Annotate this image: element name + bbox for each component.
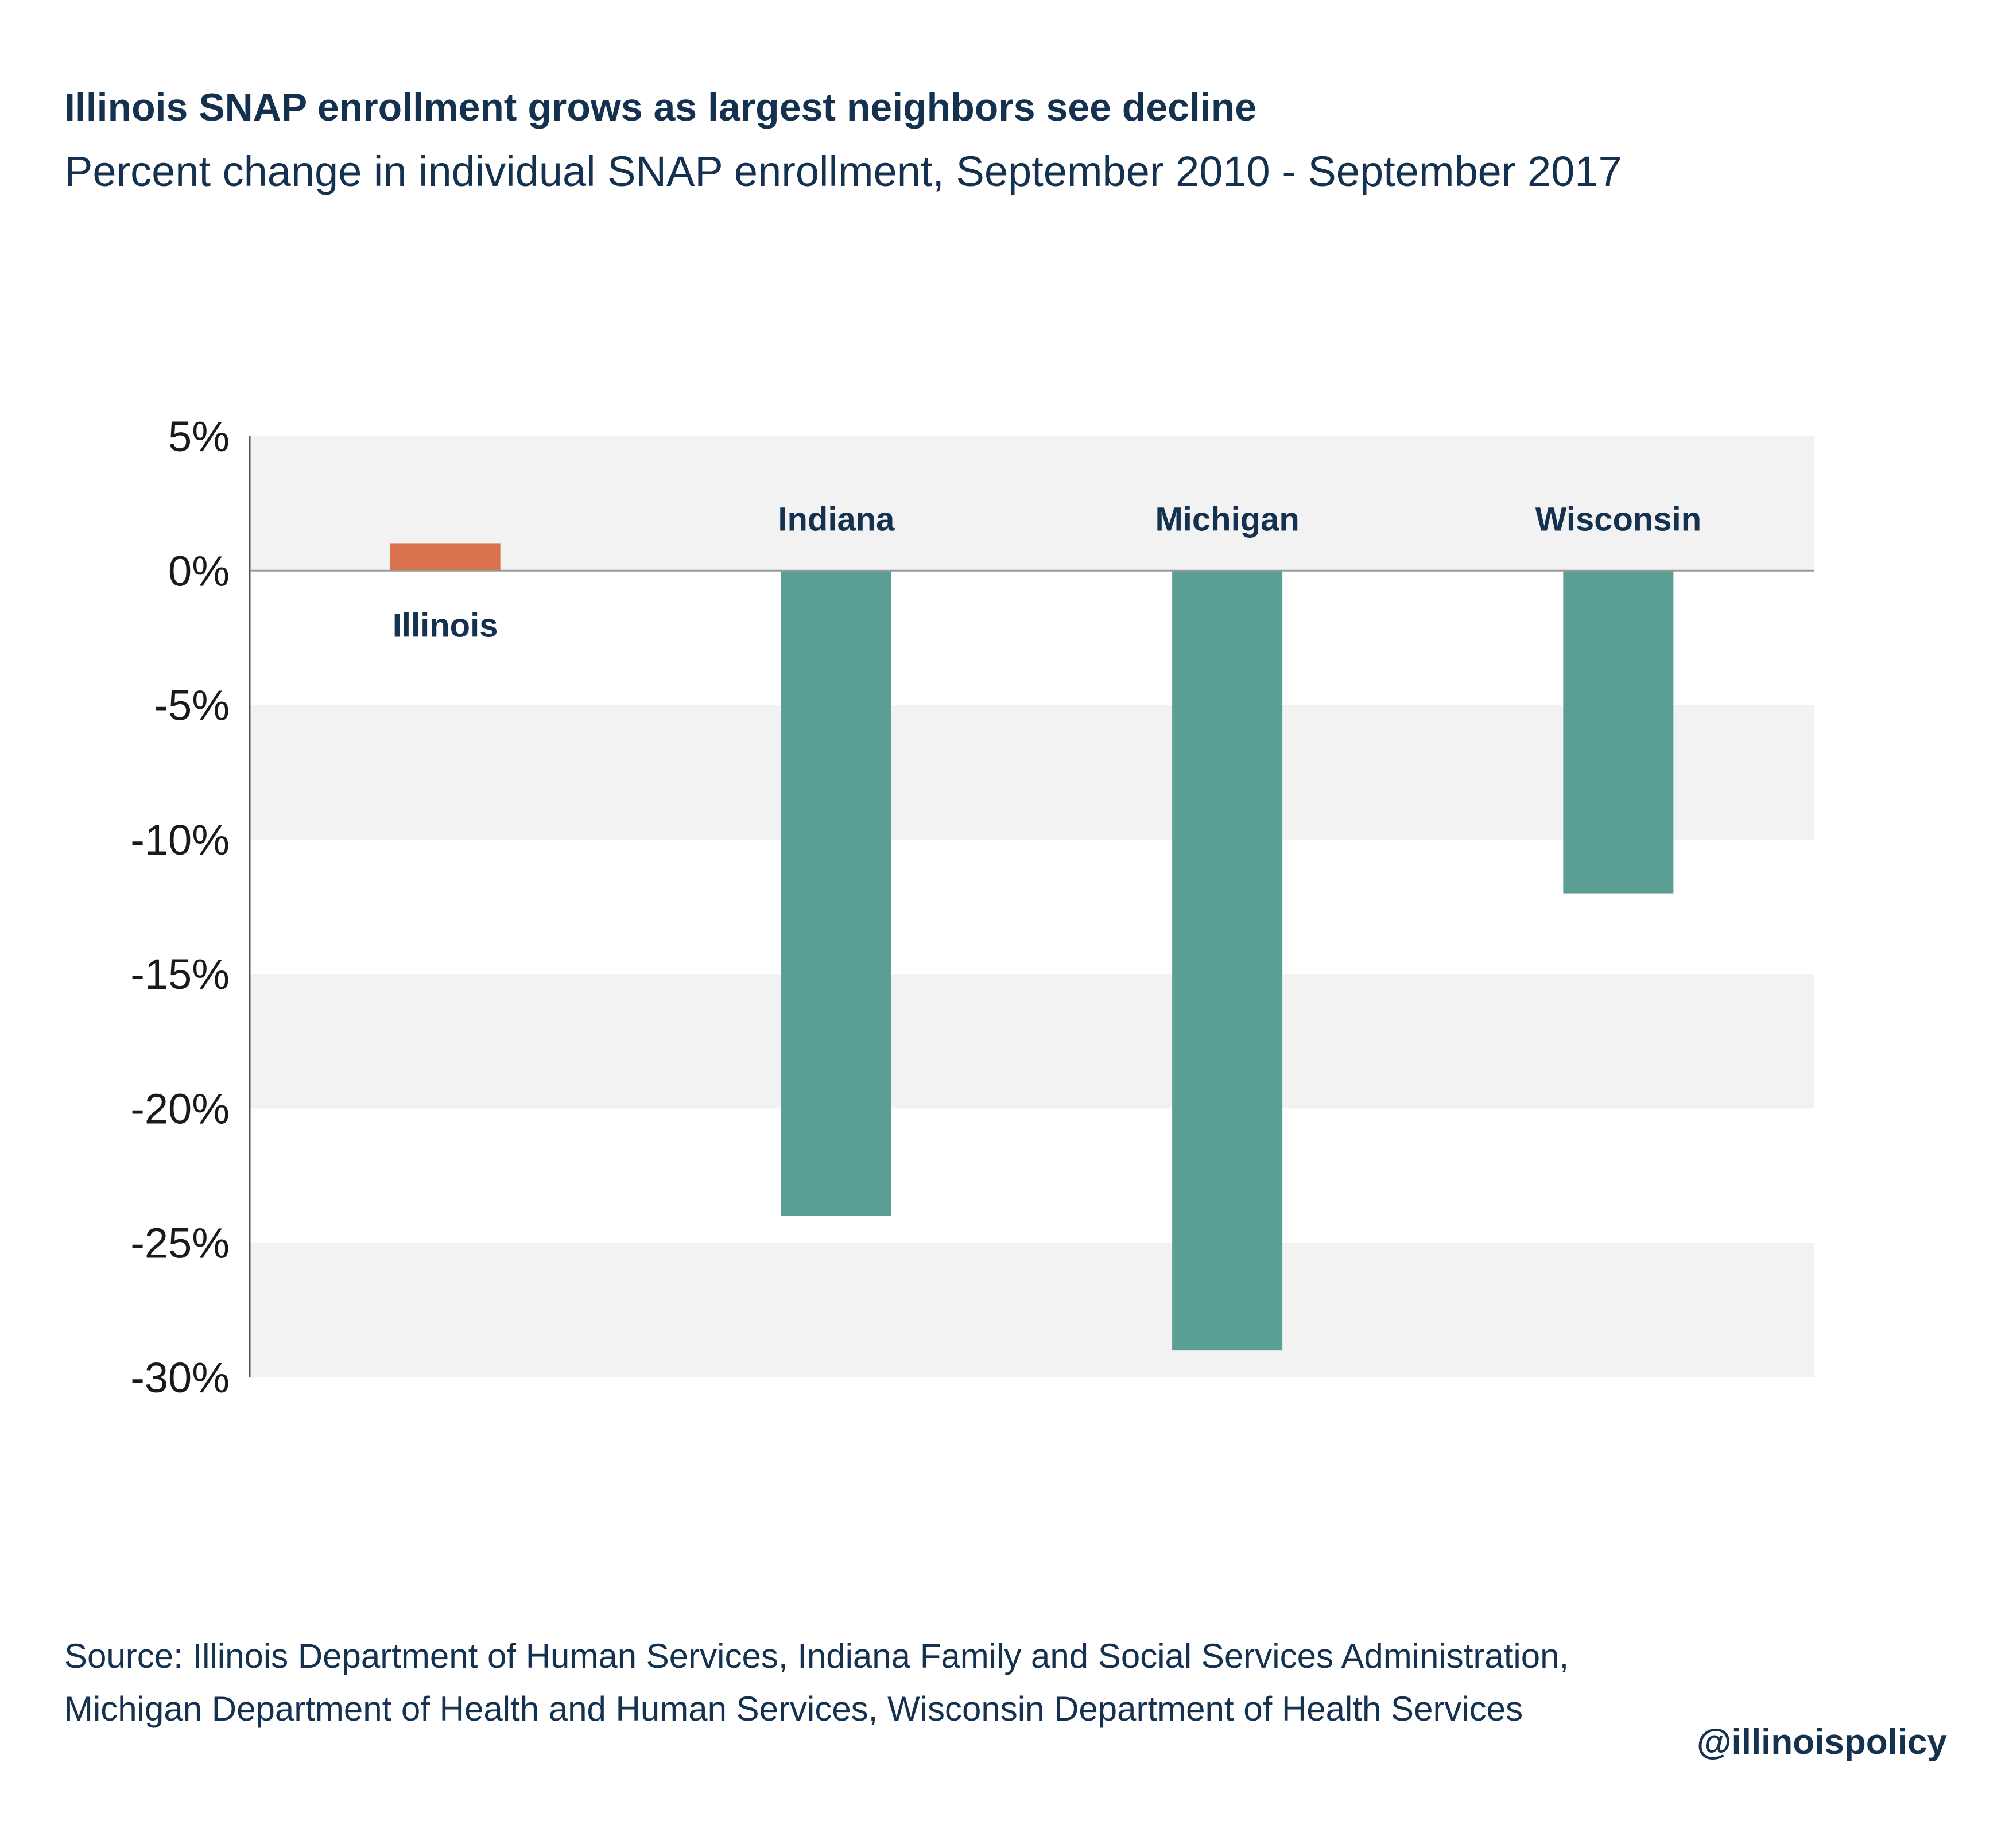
y-tick-label: -20%	[130, 1085, 230, 1132]
y-tick-label: 0%	[168, 547, 230, 595]
y-tick-label: -15%	[130, 950, 230, 998]
y-tick-label: 5%	[168, 413, 230, 460]
source-line-1: Source: Illinois Department of Human Ser…	[64, 1637, 1569, 1675]
axes	[249, 436, 1814, 1377]
bar-wisconsin	[1563, 570, 1674, 894]
y-tick-labels: 5% 0% -5% -10% -15% -20% -25% -30%	[130, 413, 230, 1401]
category-label-wisconsin: Wisconsin	[1535, 500, 1702, 538]
bar-michigan	[1172, 570, 1283, 1351]
y-tick-label: -25%	[130, 1220, 230, 1267]
grid-bands	[250, 436, 1814, 1377]
category-labels: Illinois Indiana Michigan Wisconsin	[393, 500, 1701, 644]
chart-subtitle: Percent change in individual SNAP enroll…	[64, 147, 1622, 195]
y-tick-label: -10%	[130, 816, 230, 864]
category-label-michigan: Michigan	[1155, 500, 1299, 538]
chart-title: Illinois SNAP enrollment grows as larges…	[64, 86, 1257, 129]
social-handle: @illinoispolicy	[1697, 1722, 1947, 1762]
grid-band	[250, 705, 1814, 840]
bar-illinois	[390, 543, 501, 571]
y-tick-label: -30%	[130, 1354, 230, 1401]
grid-band	[250, 1243, 1814, 1377]
grid-band	[250, 974, 1814, 1109]
source-line-2: Michigan Department of Health and Human …	[64, 1690, 1523, 1728]
bar-indiana	[781, 570, 891, 1216]
category-label-indiana: Indiana	[778, 500, 895, 538]
y-tick-label: -5%	[154, 682, 230, 729]
source-note: Source: Illinois Department of Human Ser…	[64, 1630, 1958, 1736]
bars	[390, 543, 1674, 1351]
grid-band	[250, 436, 1814, 571]
category-label-illinois: Illinois	[393, 607, 498, 644]
